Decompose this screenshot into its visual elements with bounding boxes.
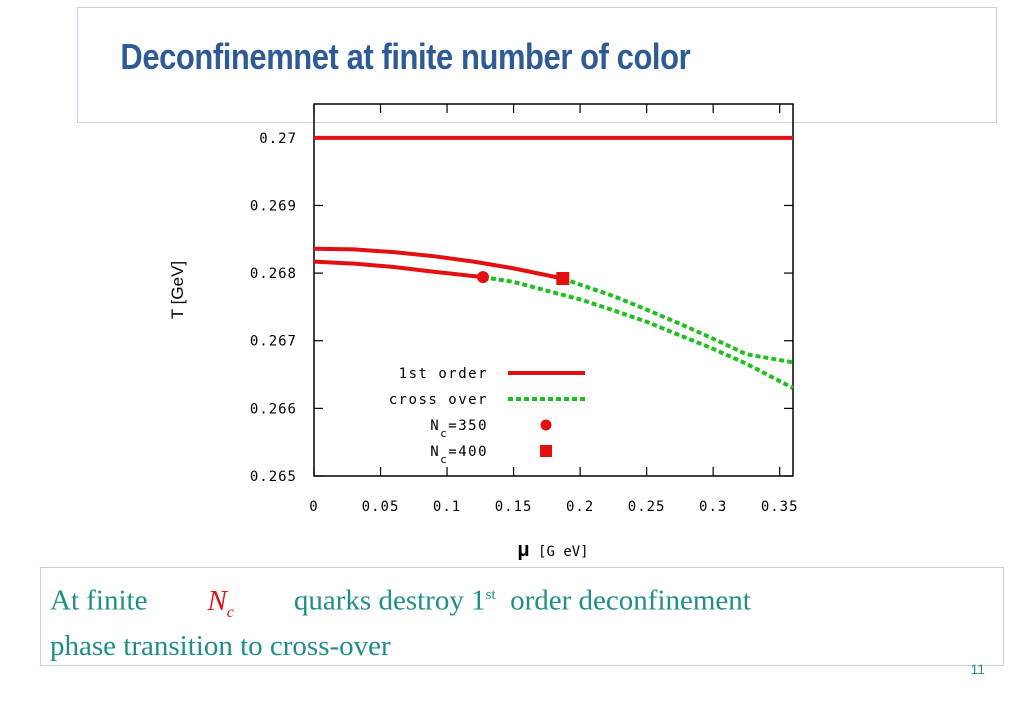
x-tick-label: 0.2 xyxy=(566,499,594,515)
y-tick-label: 0.266 xyxy=(250,401,297,417)
first-order-line-2 xyxy=(314,262,483,278)
plot-area: 0 0.05 0.1 0.15 0.2 0.25 0.3 0.35 0.265 0.266 0.26… xyxy=(250,104,799,515)
caption-text: At finite Nc quarks destroy 1st order deco… xyxy=(50,578,990,663)
caption-part1: At finite xyxy=(50,585,147,617)
x-tick-label: 0.05 xyxy=(362,499,400,515)
caption-part3: order deconfinement xyxy=(510,585,751,617)
x-tick-label: 0 xyxy=(309,499,318,515)
legend-label: 1st order xyxy=(399,366,488,382)
y-tick-label: 0.27 xyxy=(259,131,297,147)
nc-main: N xyxy=(207,585,226,617)
y-tick-label: 0.268 xyxy=(250,266,297,282)
legend-swatch-square xyxy=(540,445,552,457)
y-tick-label: 0.269 xyxy=(250,198,297,214)
y-tick-label: 0.267 xyxy=(250,334,297,350)
x-axis-label: μ [G eV] xyxy=(517,539,588,561)
x-tick-label: 0.1 xyxy=(433,499,461,515)
caption-line2: phase transition to cross-over xyxy=(50,630,391,662)
x-tick-label: 0.35 xyxy=(761,499,799,515)
y-tick-label: 0.265 xyxy=(250,469,297,485)
legend-label: Nc=400 xyxy=(430,444,488,466)
nc-sub: c xyxy=(227,603,234,620)
plot-frame xyxy=(314,104,793,476)
y-axis-label: T [GeV] xyxy=(168,261,187,319)
marker-nc-400 xyxy=(556,272,569,285)
x-tick-label: 0.15 xyxy=(495,499,533,515)
legend-label: cross over xyxy=(389,392,488,408)
caption-sup: st xyxy=(486,587,496,603)
cross-over-line-3 xyxy=(563,279,793,363)
x-tick-label: 0.3 xyxy=(699,499,727,515)
legend-swatch-circle xyxy=(541,420,552,431)
nc-symbol: Nc xyxy=(207,585,233,617)
legend-label: Nc=350 xyxy=(430,418,488,440)
caption-part2: quarks destroy 1 xyxy=(294,585,486,617)
x-tick-label: 0.25 xyxy=(628,499,666,515)
marker-nc-350 xyxy=(477,271,489,283)
page-number: 11 xyxy=(970,661,985,677)
